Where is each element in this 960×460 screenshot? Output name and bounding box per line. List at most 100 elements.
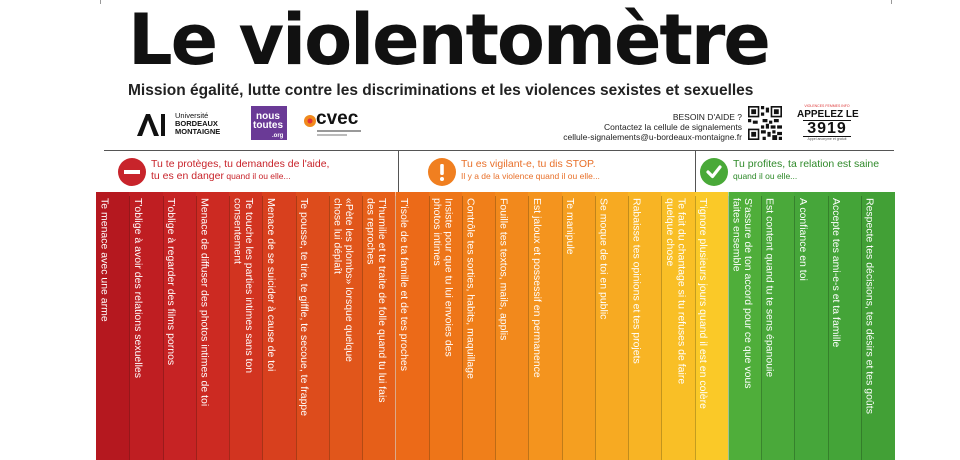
- qr-code-icon[interactable]: [748, 106, 782, 140]
- cvec-dot-icon: [304, 115, 316, 127]
- scale-item: Respecte tes décisions, tes désirs et te…: [860, 192, 895, 460]
- scale-separator: [262, 196, 264, 460]
- scale-item: Est content quand tu te sens épanouie: [761, 192, 795, 460]
- cvec-name: cvec: [316, 108, 359, 129]
- scale-item-label: T'oblige à regarder des films pornos: [165, 198, 177, 366]
- nt-line-1: nous: [256, 111, 280, 122]
- scale-item-label: Contrôle tes sorties, habits, maquillage: [464, 198, 477, 379]
- partner-logos: Université BORDEAUX MONTAIGNE nous toute…: [135, 106, 395, 142]
- scale-item: Se moque de toi en public: [594, 192, 629, 460]
- zone-danger-strong: tu es en danger: [151, 170, 224, 182]
- scale-item-label: Est content quand tu te sens épanouie: [763, 198, 776, 378]
- zone-header-danger: Tu te protèges, tu demandes de l'aide, t…: [118, 156, 388, 190]
- nt-line-3: .org: [272, 133, 284, 139]
- ub-line-3: MONTAIGNE: [175, 127, 221, 136]
- check-icon: [700, 158, 728, 186]
- hotline-3919[interactable]: VIOLENCES FEMMES INFO APPELEZ LE 3919 Ap…: [797, 104, 859, 142]
- scale-item: Contrôle tes sorties, habits, maquillage: [461, 192, 496, 460]
- scale-separator: [229, 196, 230, 460]
- zone-divider-1: [398, 150, 399, 192]
- scale-item-label: Fouille tes textos, mails, applis: [497, 198, 510, 341]
- scale-item: Te pousse, te tire, te giffle, te secoue…: [295, 192, 330, 460]
- scale-item: Te touche les parties intimes sans ton c…: [229, 192, 263, 460]
- scale-item-label: Menace de diffuser des photos intimes de…: [198, 198, 211, 407]
- scale-separator: [528, 196, 530, 460]
- scale-item: T'isole de ta famille et de tes proches: [395, 192, 430, 460]
- scale-item-label: Rabaisse tes opinions et tes projets: [630, 198, 643, 364]
- scale-separator: [794, 196, 796, 460]
- scale-separator: [428, 196, 430, 460]
- nous-toutes-logo: nous toutes .org: [251, 106, 287, 140]
- scale-item-label: A confiance en toi: [796, 198, 809, 281]
- zone-header-vigilance: Tu es vigilant-e, tu dis STOP. Il y a de…: [428, 156, 688, 190]
- scale-item-label: T'ignore plusieurs jours quand il est en…: [697, 198, 709, 409]
- scale-item: Te fait du chantage si tu refuses de fai…: [661, 192, 696, 460]
- scale-item-label: S'assure de ton accord pour ce que vous …: [730, 198, 754, 389]
- scale-separator: [561, 196, 563, 460]
- zone-boundary: [727, 192, 729, 460]
- scale-item: T'oblige à regarder des films pornos: [162, 192, 197, 460]
- scale-separator: [195, 196, 197, 460]
- scale-separator: [328, 196, 330, 460]
- scale-item-label: Menace de se suicider à cause de toi: [264, 198, 277, 372]
- zone-header-healthy: Tu profites, ta relation est saine quand…: [700, 156, 894, 190]
- zone-danger-small: quand il ou elle...: [223, 171, 291, 181]
- zone-boundary: [395, 192, 397, 460]
- scale-item-label: «Pète les plombs» lorsque quelque chose …: [331, 198, 355, 363]
- hotline-call-label: APPELEZ LE: [797, 109, 859, 120]
- page-subtitle: Mission égalité, lutte contre les discri…: [128, 82, 754, 99]
- scale-item-label: Respecte tes décisions, tes désirs et te…: [863, 198, 876, 414]
- zone-vigilance-line-1: Tu es vigilant-e, tu dis STOP.: [461, 158, 596, 170]
- scale-separator: [827, 196, 829, 460]
- header-rule-top: [104, 150, 894, 151]
- help-block: BESOIN D'AIDE ? Contactez la cellule de …: [563, 112, 742, 142]
- scale-separator: [495, 196, 496, 460]
- help-line-1: Contactez la cellule de signalements: [604, 122, 742, 132]
- crop-mark-right: [891, 0, 892, 4]
- scale-item: Est jaloux et possessif en permanence: [528, 192, 563, 460]
- scale-item: Accepte tes ami-e-s et ta famille: [827, 192, 862, 460]
- scale-separator: [628, 196, 629, 460]
- zone-divider-2: [695, 150, 696, 192]
- scale-item: Menace de diffuser des photos intimes de…: [195, 192, 230, 460]
- hotline-number: 3919: [803, 120, 851, 137]
- scale-item: A confiance en toi: [794, 192, 829, 460]
- help-email-link[interactable]: cellule-signalements@u-bordeaux-montaign…: [563, 132, 742, 142]
- hotline-note: Appel anonyme et gratuit: [807, 137, 847, 141]
- zone-vigilance-small: Il y a de la violence quand il ou elle..…: [461, 171, 600, 181]
- scale-item-label: T'humilie et te traite de folle quand tu…: [364, 198, 389, 403]
- scale-item: Rabaisse tes opinions et tes projets: [628, 192, 662, 460]
- nt-line-2: toutes: [253, 120, 283, 131]
- scale-separator: [295, 196, 297, 460]
- cvec-tagline: [317, 130, 361, 132]
- scale-separator: [694, 196, 696, 460]
- scale-separator: [162, 196, 164, 460]
- scale-item: T'oblige à avoir des relations sexuelles: [129, 192, 164, 460]
- ub-line-1: Université: [175, 111, 209, 120]
- scale-item-label: Insiste pour que tu lui envoies des phot…: [431, 198, 455, 357]
- help-heading: BESOIN D'AIDE ?: [672, 112, 742, 122]
- scale-item: Fouille tes textos, mails, applis: [495, 192, 529, 460]
- crop-mark-left: [100, 0, 101, 4]
- scale-item: T'ignore plusieurs jours quand il est en…: [694, 192, 729, 460]
- scale-separator: [362, 196, 363, 460]
- ub-mark-icon: [137, 114, 165, 136]
- page-title: Le violentomètre: [128, 0, 771, 81]
- universite-bordeaux-montaigne-logo: Université BORDEAUX MONTAIGNE: [135, 112, 220, 143]
- scale-item: Te menace avec une arme: [96, 192, 130, 460]
- violentometre-scale: Te menace avec une arme T'oblige à avoir …: [96, 192, 895, 460]
- scale-item: T'humilie et te traite de folle quand tu…: [362, 192, 396, 460]
- scale-separator: [661, 196, 663, 460]
- scale-item-label: Te manipule: [564, 198, 576, 255]
- zone-healthy-line-1: Tu profites, ta relation est saine: [733, 158, 880, 170]
- minus-icon: [118, 158, 146, 186]
- scale-separator: [860, 196, 862, 460]
- exclamation-icon: [428, 158, 456, 186]
- scale-item-label: Te fait du chantage si tu refuses de fai…: [663, 198, 688, 385]
- scale-item: Menace de se suicider à cause de toi: [262, 192, 297, 460]
- scale-item-label: Est jaloux et possessif en permanence: [530, 198, 543, 378]
- scale-separator: [761, 196, 762, 460]
- zone-danger-line-1: Tu te protèges, tu demandes de l'aide,: [151, 158, 330, 170]
- scale-separator: [129, 196, 131, 460]
- zone-healthy-small: quand il ou elle...: [733, 171, 798, 181]
